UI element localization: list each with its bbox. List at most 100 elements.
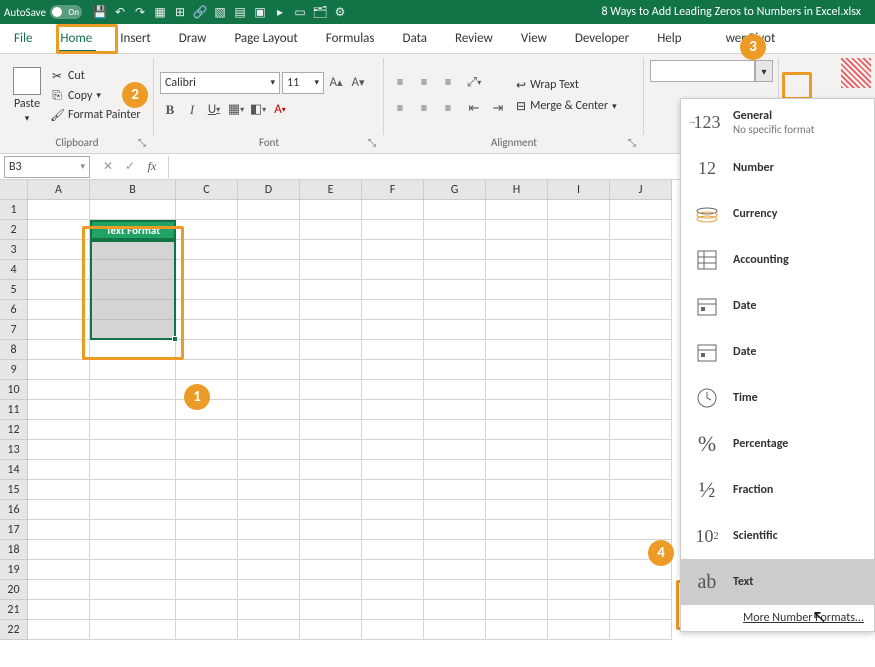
cell[interactable]	[610, 580, 672, 600]
cell[interactable]	[90, 400, 176, 420]
cell[interactable]	[362, 320, 424, 340]
cell[interactable]	[300, 560, 362, 580]
nf-scientific[interactable]: 102 Scientific	[681, 513, 874, 559]
cell[interactable]	[548, 360, 610, 380]
cell[interactable]	[424, 420, 486, 440]
cell[interactable]	[28, 360, 90, 380]
cell[interactable]	[90, 480, 176, 500]
col-G[interactable]: G	[424, 180, 486, 200]
cell[interactable]	[486, 360, 548, 380]
col-I[interactable]: I	[548, 180, 610, 200]
cell[interactable]	[238, 220, 300, 240]
cell[interactable]	[486, 500, 548, 520]
cell[interactable]	[238, 360, 300, 380]
cell[interactable]	[90, 500, 176, 520]
cell[interactable]	[486, 480, 548, 500]
cell[interactable]	[300, 600, 362, 620]
cell[interactable]	[176, 520, 238, 540]
qat-icon-3[interactable]: 🔗	[190, 2, 210, 22]
cell[interactable]	[238, 440, 300, 460]
cell[interactable]	[424, 400, 486, 420]
cell[interactable]	[548, 280, 610, 300]
row-header[interactable]: 1	[0, 200, 28, 220]
cell[interactable]	[362, 400, 424, 420]
cell[interactable]	[28, 220, 90, 240]
qat-icon-10[interactable]: ⚙	[330, 2, 350, 22]
cell[interactable]	[28, 500, 90, 520]
tab-page-layout[interactable]: Page Layout	[220, 24, 311, 53]
cell[interactable]	[28, 600, 90, 620]
cell[interactable]	[238, 280, 300, 300]
cell[interactable]	[28, 540, 90, 560]
cell[interactable]	[90, 600, 176, 620]
cell[interactable]	[424, 340, 486, 360]
qat-icon-1[interactable]: ▦	[150, 2, 170, 22]
font-size-combo[interactable]: 11▾	[282, 72, 324, 94]
cell[interactable]	[424, 580, 486, 600]
cell[interactable]	[176, 480, 238, 500]
cell[interactable]	[176, 620, 238, 640]
nf-number[interactable]: 12 Number	[681, 145, 874, 191]
cell[interactable]	[424, 380, 486, 400]
cell[interactable]	[362, 200, 424, 220]
cell[interactable]	[300, 320, 362, 340]
cell[interactable]	[300, 400, 362, 420]
cell[interactable]	[238, 480, 300, 500]
cell[interactable]	[548, 540, 610, 560]
cell[interactable]	[28, 560, 90, 580]
cell[interactable]	[362, 300, 424, 320]
row-header[interactable]: 22	[0, 620, 28, 640]
cell[interactable]	[548, 220, 610, 240]
cell[interactable]	[28, 620, 90, 640]
fx-icon[interactable]: fx	[142, 159, 162, 174]
cell[interactable]	[424, 500, 486, 520]
selection-fill-handle[interactable]	[172, 336, 178, 342]
cell[interactable]	[424, 280, 486, 300]
cell[interactable]	[238, 560, 300, 580]
qat-icon-9[interactable]: 🗂	[310, 2, 330, 22]
col-D[interactable]: D	[238, 180, 300, 200]
cell[interactable]	[424, 620, 486, 640]
wrap-text-button[interactable]: ↩Wrap Text	[516, 78, 617, 93]
align-left-icon[interactable]: ≡	[390, 99, 410, 119]
nf-fraction[interactable]: ½ Fraction	[681, 467, 874, 513]
col-F[interactable]: F	[362, 180, 424, 200]
cell[interactable]	[486, 440, 548, 460]
col-B[interactable]: B	[90, 180, 176, 200]
cell[interactable]	[238, 240, 300, 260]
row-header[interactable]: 4	[0, 260, 28, 280]
cell[interactable]	[610, 260, 672, 280]
cell[interactable]	[238, 340, 300, 360]
orientation-icon[interactable]: ⤢▾	[464, 73, 484, 93]
cell[interactable]	[176, 540, 238, 560]
row-header[interactable]: 19	[0, 560, 28, 580]
row-header[interactable]: 5	[0, 280, 28, 300]
more-number-formats[interactable]: More Number Formats...	[681, 605, 874, 631]
cell[interactable]	[548, 620, 610, 640]
cell[interactable]	[424, 460, 486, 480]
cell[interactable]	[424, 360, 486, 380]
cell[interactable]	[548, 500, 610, 520]
cell[interactable]	[548, 340, 610, 360]
number-format-input[interactable]	[650, 60, 755, 82]
tab-insert[interactable]: Insert	[106, 24, 165, 53]
cell[interactable]	[238, 260, 300, 280]
cell[interactable]	[610, 280, 672, 300]
cell[interactable]	[548, 260, 610, 280]
row-header[interactable]: 9	[0, 360, 28, 380]
cancel-icon[interactable]: ✕	[98, 159, 118, 174]
tab-home[interactable]: Home	[46, 24, 106, 53]
cell[interactable]	[238, 460, 300, 480]
cell[interactable]	[610, 240, 672, 260]
cell[interactable]	[300, 360, 362, 380]
cell[interactable]	[238, 420, 300, 440]
nf-accounting[interactable]: Accounting	[681, 237, 874, 283]
border-button[interactable]: ▦▾	[226, 100, 246, 120]
bold-button[interactable]: B	[160, 100, 180, 120]
alignment-launcher[interactable]: ⤡	[628, 135, 636, 151]
cell[interactable]	[176, 300, 238, 320]
row-header[interactable]: 6	[0, 300, 28, 320]
qat-icon-2[interactable]: ⊞	[170, 2, 190, 22]
cell[interactable]	[548, 300, 610, 320]
cell[interactable]	[90, 580, 176, 600]
